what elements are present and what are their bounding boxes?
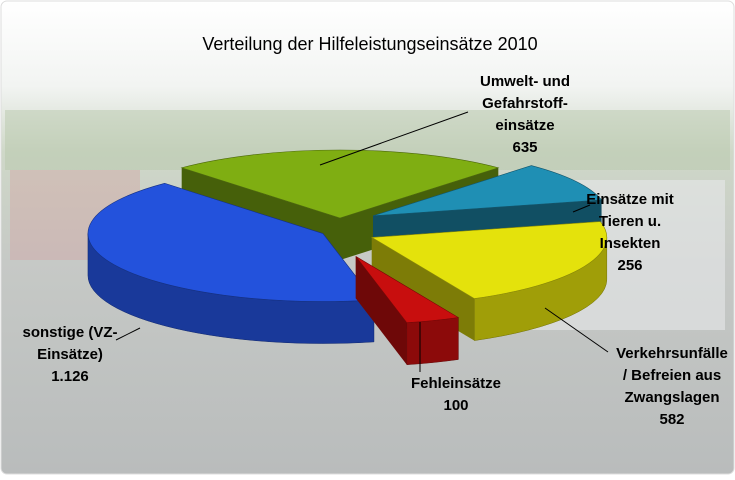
chart: Verteilung der Hilfeleistungseinsätze 20… — [0, 0, 735, 475]
slice-wall — [407, 318, 459, 365]
value-label: 256 — [617, 257, 642, 274]
value-label: 582 — [659, 411, 684, 428]
slice-label: Einsätze mit — [586, 191, 674, 208]
value-label: 1.126 — [51, 368, 89, 385]
slice-label: einsätze — [495, 117, 554, 134]
slice-label: Zwangslagen — [624, 389, 719, 406]
slice-label: Insekten — [600, 235, 661, 252]
slice-label: / Befreien aus — [623, 367, 721, 384]
slice-label: Fehleinsätze — [411, 375, 501, 392]
chart-title: Verteilung der Hilfeleistungseinsätze 20… — [202, 34, 537, 54]
value-label: 635 — [512, 139, 537, 156]
slice-label: Umwelt- und — [480, 73, 570, 90]
value-label: 100 — [443, 397, 468, 414]
slice-label: Gefahrstoff- — [482, 95, 568, 112]
slice-label: Tieren u. — [599, 213, 661, 230]
slice-label: Einsätze) — [37, 346, 103, 363]
slice-label: Verkehrsunfälle — [616, 345, 728, 362]
slice-label: sonstige (VZ- — [22, 324, 117, 341]
